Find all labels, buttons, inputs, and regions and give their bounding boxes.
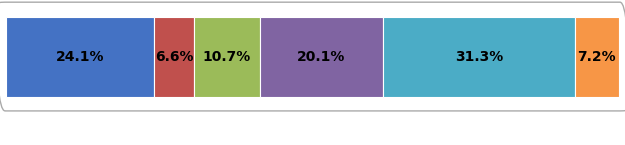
Bar bbox=[260, 17, 383, 97]
Text: 24.1%: 24.1% bbox=[56, 50, 104, 64]
Text: 7.2%: 7.2% bbox=[578, 50, 616, 64]
Bar bbox=[6, 17, 154, 97]
Text: 31.3%: 31.3% bbox=[454, 50, 503, 64]
Text: 10.7%: 10.7% bbox=[203, 50, 251, 64]
Bar bbox=[574, 17, 619, 97]
Bar bbox=[383, 17, 574, 97]
Legend: 1, 2, 3, 4, 5, NA: 1, 2, 3, 4, 5, NA bbox=[224, 144, 401, 145]
Bar bbox=[194, 17, 260, 97]
Text: 20.1%: 20.1% bbox=[298, 50, 346, 64]
Bar bbox=[154, 17, 194, 97]
Text: 6.6%: 6.6% bbox=[155, 50, 193, 64]
